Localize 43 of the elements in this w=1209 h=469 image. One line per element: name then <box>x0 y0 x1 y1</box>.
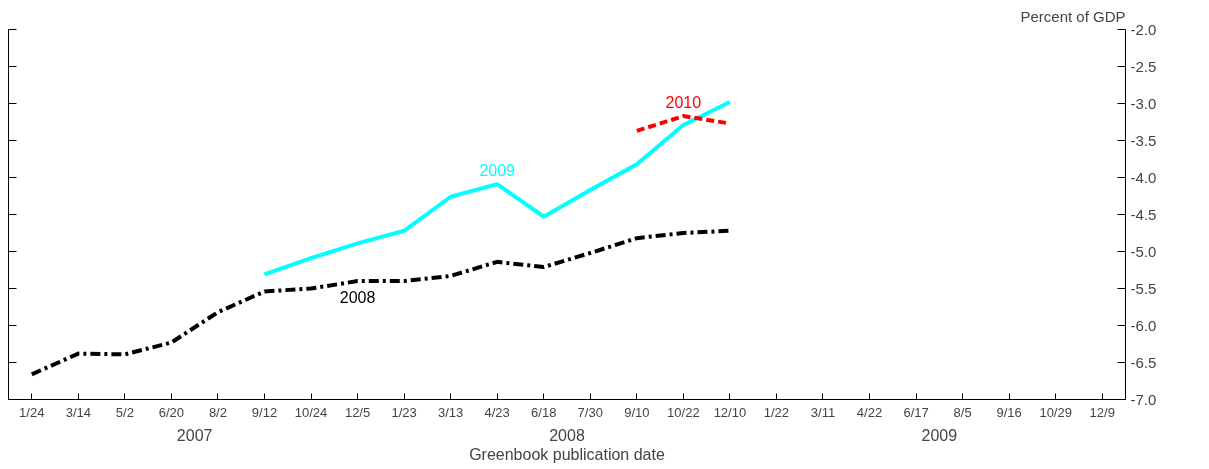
x-tick-label: 5/2 <box>115 404 134 420</box>
y-tick-label: -5.0 <box>1130 242 1157 260</box>
x-tick-label: 6/20 <box>158 404 185 420</box>
text: 2007 <box>176 426 213 444</box>
x-tick-label: 3/11 <box>810 404 836 420</box>
x-tick-label: 4/23 <box>484 404 510 420</box>
x-tick-label: 1/23 <box>391 404 417 420</box>
text: 2009 <box>921 426 958 444</box>
y-tick-label: -5.5 <box>1130 279 1157 297</box>
y-tick-label: -7.0 <box>1130 390 1157 408</box>
y-axis-title: Percent of GDP <box>1020 7 1126 25</box>
x-tick-label: 9/12 <box>251 404 278 420</box>
x-tick-label: 9/16 <box>996 404 1022 420</box>
y-tick-label: -2.5 <box>1130 57 1157 75</box>
y-tick-label: -6.0 <box>1130 316 1157 334</box>
x-tick-label: 7/30 <box>577 404 603 420</box>
series-label: 2008 <box>339 289 376 307</box>
y-tick-label: -3.5 <box>1130 131 1157 149</box>
x-tick-label: 3/13 <box>437 404 464 420</box>
y-tick-label: -4.0 <box>1130 168 1157 186</box>
x-tick-label: 12/10 <box>713 404 747 420</box>
y-tick-label: -3.0 <box>1130 94 1157 112</box>
y-tick-label: -2.0 <box>1130 20 1157 38</box>
x-tick-label: 8/2 <box>208 404 227 420</box>
series-label: 2010 <box>665 94 702 112</box>
series-label: 2009 <box>479 162 516 180</box>
x-axis-title: Greenbook publication date <box>469 445 665 463</box>
x-tick-label: 1/24 <box>19 404 45 420</box>
x-tick-label: 12/5 <box>344 404 371 420</box>
text: 2008 <box>549 426 585 444</box>
x-tick-label: 6/18 <box>531 404 557 420</box>
x-tick-label: 10/24 <box>294 404 328 420</box>
x-tick-label: 3/14 <box>65 404 91 420</box>
x-tick-label: 4/22 <box>856 404 883 420</box>
x-tick-label: 10/29 <box>1039 404 1072 420</box>
x-tick-label: 9/10 <box>624 404 650 420</box>
x-tick-label: 8/5 <box>953 404 972 420</box>
x-tick-label: 10/22 <box>667 404 700 420</box>
y-tick-label: -4.5 <box>1130 205 1157 223</box>
x-tick-label: 12/9 <box>1089 404 1115 420</box>
x-tick-label: 1/22 <box>763 404 790 420</box>
x-tick-label: 6/17 <box>903 404 929 420</box>
y-tick-label: -6.5 <box>1130 353 1157 371</box>
